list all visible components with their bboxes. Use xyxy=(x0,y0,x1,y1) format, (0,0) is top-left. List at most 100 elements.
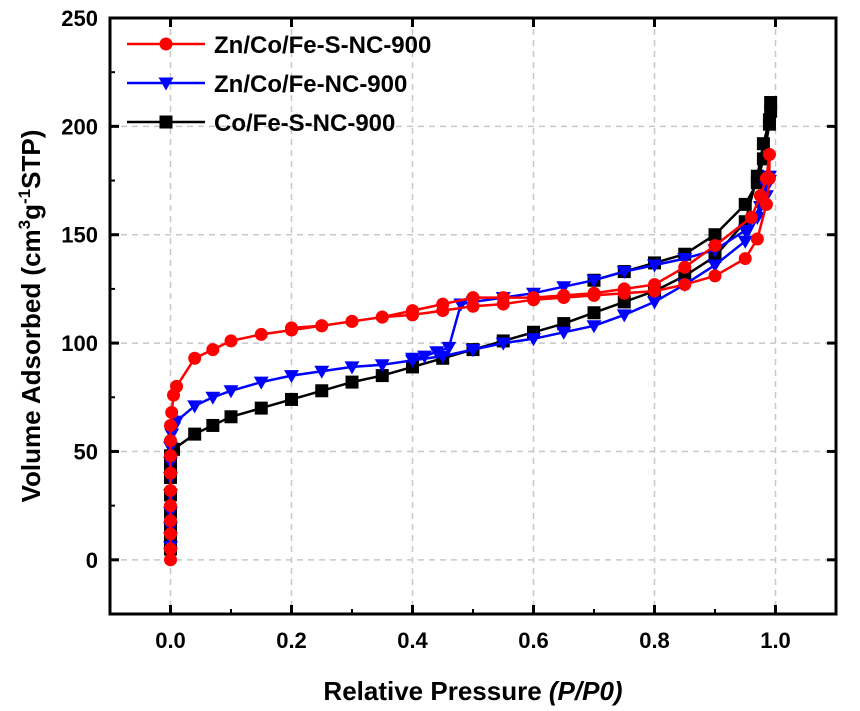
data-point-zn-co-fe-s-nc-900 xyxy=(164,418,177,432)
legend-item-co-fe-s-nc-900: Co/Fe-S-NC-900 xyxy=(127,110,395,137)
data-point-zn-co-fe-s-nc-900 xyxy=(164,514,177,528)
legend-item-zn-co-fe-nc-900: Zn/Co/Fe-NC-900 xyxy=(127,71,407,98)
axis-ticks: 0.0 0.2 0.4 0.6 0.8 1.0 0 50 100 150 200 250 xyxy=(61,6,836,653)
data-point-zn-co-fe-s-nc-900 xyxy=(750,232,764,246)
data-point-zn-co-fe-nc-900 xyxy=(441,341,457,355)
data-point-zn-co-fe-nc-900 xyxy=(187,400,203,414)
data-point-zn-co-fe-s-nc-900 xyxy=(759,171,773,185)
data-point-zn-co-fe-s-nc-900 xyxy=(762,148,776,162)
legend-marker xyxy=(159,115,173,129)
data-point-co-fe-s-nc-900 xyxy=(375,369,389,383)
legend: Zn/Co/Fe-S-NC-900 Zn/Co/Fe-NC-900 Co/Fe-S-… xyxy=(127,32,431,137)
data-point-zn-co-fe-nc-900 xyxy=(417,350,433,364)
legend-label: Zn/Co/Fe-NC-900 xyxy=(214,71,407,98)
data-point-zn-co-fe-s-nc-900 xyxy=(678,260,692,274)
legend-item-zn-co-fe-s-nc-900: Zn/Co/Fe-S-NC-900 xyxy=(127,32,431,59)
x-tick-label: 0.6 xyxy=(518,628,549,653)
data-point-zn-co-fe-s-nc-900 xyxy=(164,553,177,567)
data-point-zn-co-fe-s-nc-900 xyxy=(587,286,601,300)
data-point-zn-co-fe-s-nc-900 xyxy=(164,542,177,556)
data-point-zn-co-fe-nc-900 xyxy=(284,370,299,384)
data-point-zn-co-fe-s-nc-900 xyxy=(164,449,177,463)
legend-marker xyxy=(158,77,174,91)
data-point-zn-co-fe-nc-900 xyxy=(707,259,723,273)
data-point-zn-co-fe-nc-900 xyxy=(465,344,481,358)
data-point-co-fe-s-nc-900 xyxy=(285,392,298,406)
y-tick-label: 150 xyxy=(61,223,98,248)
data-point-zn-co-fe-s-nc-900 xyxy=(436,297,450,311)
data-point-zn-co-fe-s-nc-900 xyxy=(753,189,767,203)
y-tick-label: 100 xyxy=(61,331,98,356)
data-point-zn-co-fe-s-nc-900 xyxy=(206,343,220,357)
data-point-zn-co-fe-s-nc-900 xyxy=(648,278,661,292)
data-point-zn-co-fe-s-nc-900 xyxy=(164,466,177,480)
legend-label: Co/Fe-S-NC-900 xyxy=(214,110,395,137)
data-point-zn-co-fe-nc-900 xyxy=(737,224,753,238)
data-point-co-fe-s-nc-900 xyxy=(315,384,329,398)
data-point-zn-co-fe-s-nc-900 xyxy=(708,239,722,253)
data-point-zn-co-fe-s-nc-900 xyxy=(617,282,631,296)
data-point-zn-co-fe-s-nc-900 xyxy=(224,334,238,348)
series-zn-co-fe-s-nc-900 xyxy=(164,148,776,567)
data-point-zn-co-fe-nc-900 xyxy=(556,281,572,295)
data-point-zn-co-fe-s-nc-900 xyxy=(527,291,540,305)
data-point-zn-co-fe-s-nc-900 xyxy=(375,310,389,324)
data-point-co-fe-s-nc-900 xyxy=(708,228,722,242)
data-point-zn-co-fe-s-nc-900 xyxy=(406,304,419,318)
data-point-zn-co-fe-nc-900 xyxy=(677,253,693,267)
x-tick-label: 0.2 xyxy=(276,628,307,653)
x-tick-label: 1.0 xyxy=(760,628,791,653)
data-point-zn-co-fe-s-nc-900 xyxy=(466,291,480,305)
data-point-zn-co-fe-nc-900 xyxy=(429,346,445,360)
series-layer xyxy=(163,96,778,567)
data-point-zn-co-fe-s-nc-900 xyxy=(496,291,510,305)
data-point-zn-co-fe-s-nc-900 xyxy=(170,379,184,393)
y-tick-label: 0 xyxy=(86,548,98,573)
data-point-co-fe-s-nc-900 xyxy=(188,427,202,441)
data-point-zn-co-fe-nc-900 xyxy=(495,337,511,351)
data-point-zn-co-fe-s-nc-900 xyxy=(557,288,571,302)
data-point-zn-co-fe-nc-900 xyxy=(374,359,390,373)
data-point-zn-co-fe-s-nc-900 xyxy=(254,327,268,341)
data-point-zn-co-fe-s-nc-900 xyxy=(164,527,177,541)
data-point-zn-co-fe-nc-900 xyxy=(205,391,221,405)
data-point-zn-co-fe-nc-900 xyxy=(314,365,330,379)
data-point-co-fe-s-nc-900 xyxy=(756,137,770,151)
data-point-zn-co-fe-nc-900 xyxy=(223,385,239,399)
data-point-zn-co-fe-nc-900 xyxy=(616,309,632,323)
data-point-zn-co-fe-s-nc-900 xyxy=(345,314,359,328)
data-point-zn-co-fe-s-nc-900 xyxy=(708,269,722,283)
data-point-co-fe-s-nc-900 xyxy=(764,96,778,110)
data-point-zn-co-fe-s-nc-900 xyxy=(165,405,179,419)
y-axis-title: Volume Adsorbed (cm3g-1STP) xyxy=(15,130,46,503)
data-point-zn-co-fe-nc-900 xyxy=(586,320,602,334)
data-point-zn-co-fe-nc-900 xyxy=(586,274,602,288)
data-point-zn-co-fe-s-nc-900 xyxy=(188,351,202,365)
data-point-zn-co-fe-s-nc-900 xyxy=(315,319,329,333)
data-point-co-fe-s-nc-900 xyxy=(224,410,238,424)
data-point-zn-co-fe-nc-900 xyxy=(616,266,632,280)
y-tick-label: 50 xyxy=(74,439,98,464)
data-point-co-fe-s-nc-900 xyxy=(206,418,220,432)
data-point-zn-co-fe-s-nc-900 xyxy=(678,278,692,292)
legend-marker xyxy=(159,37,173,51)
data-point-zn-co-fe-s-nc-900 xyxy=(744,210,758,224)
data-point-co-fe-s-nc-900 xyxy=(738,197,752,211)
legend-label: Zn/Co/Fe-S-NC-900 xyxy=(214,32,431,59)
data-point-zn-co-fe-s-nc-900 xyxy=(164,483,177,497)
data-point-co-fe-s-nc-900 xyxy=(254,401,268,415)
y-tick-label: 200 xyxy=(61,114,98,139)
x-tick-label: 0.8 xyxy=(639,628,670,653)
data-point-co-fe-s-nc-900 xyxy=(587,306,601,320)
data-point-co-fe-s-nc-900 xyxy=(762,117,776,131)
data-point-zn-co-fe-nc-900 xyxy=(253,376,269,390)
data-point-zn-co-fe-nc-900 xyxy=(737,235,753,249)
data-point-zn-co-fe-s-nc-900 xyxy=(738,252,752,266)
y-tick-label: 250 xyxy=(61,6,98,31)
x-tick-label: 0.4 xyxy=(397,628,428,653)
x-tick-label: 0.0 xyxy=(155,628,186,653)
data-point-zn-co-fe-nc-900 xyxy=(647,259,662,273)
data-point-zn-co-fe-nc-900 xyxy=(405,352,420,366)
data-point-co-fe-s-nc-900 xyxy=(345,375,359,389)
